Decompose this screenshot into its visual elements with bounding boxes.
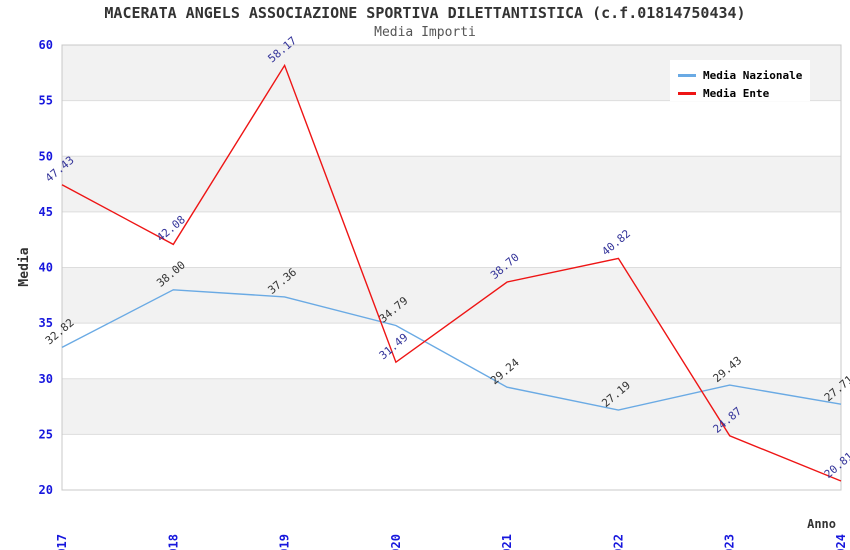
y-tick-label: 45 xyxy=(39,205,53,219)
legend: Media Nazionale Media Ente xyxy=(670,60,810,101)
x-tick-label: 2021 xyxy=(500,534,514,550)
x-axis-title: Anno xyxy=(807,517,836,531)
legend-item-label: Media Ente xyxy=(703,86,770,100)
chart-subtitle: Media Importi xyxy=(374,25,476,40)
x-tick-label: 2024 xyxy=(834,534,848,550)
x-tick-label: 2018 xyxy=(166,534,180,550)
plot-band xyxy=(62,323,841,379)
plot-band xyxy=(62,100,841,157)
y-tick-label: 60 xyxy=(39,38,53,52)
legend-item-label: Media Nazionale xyxy=(703,68,803,82)
x-tick-label: 2020 xyxy=(389,534,403,550)
y-tick-label: 25 xyxy=(39,427,53,441)
y-tick-label: 50 xyxy=(39,149,53,163)
legend-swatch-media-nazionale-icon xyxy=(678,73,696,77)
plot-band xyxy=(62,211,841,268)
plot-band xyxy=(62,434,841,490)
chart-title: MACERATA ANGELS ASSOCIAZIONE SPORTIVA DI… xyxy=(104,4,746,22)
y-axis-title: Media xyxy=(17,247,32,286)
plot-border xyxy=(61,44,842,491)
y-tick-label: 40 xyxy=(39,261,53,275)
x-tick-label: 2022 xyxy=(611,534,625,550)
series-line-media-ente xyxy=(61,63,842,482)
plot-band xyxy=(62,267,841,324)
y-tick-label: 55 xyxy=(39,94,53,108)
x-tick-label: 2023 xyxy=(723,534,737,550)
y-tick-label: 30 xyxy=(39,372,53,386)
legend-item-media-ente: Media Ente xyxy=(678,84,810,102)
legend-item-media-nazionale: Media Nazionale xyxy=(678,66,810,84)
y-tick-label: 35 xyxy=(39,316,53,330)
x-tick-label: 2019 xyxy=(278,534,292,550)
y-tick-label: 20 xyxy=(39,483,53,497)
x-tick-label: 2017 xyxy=(55,534,69,550)
plot-band xyxy=(62,156,841,212)
series-line-media-nazionale xyxy=(61,289,842,411)
legend-swatch-media-ente-icon xyxy=(678,91,696,95)
